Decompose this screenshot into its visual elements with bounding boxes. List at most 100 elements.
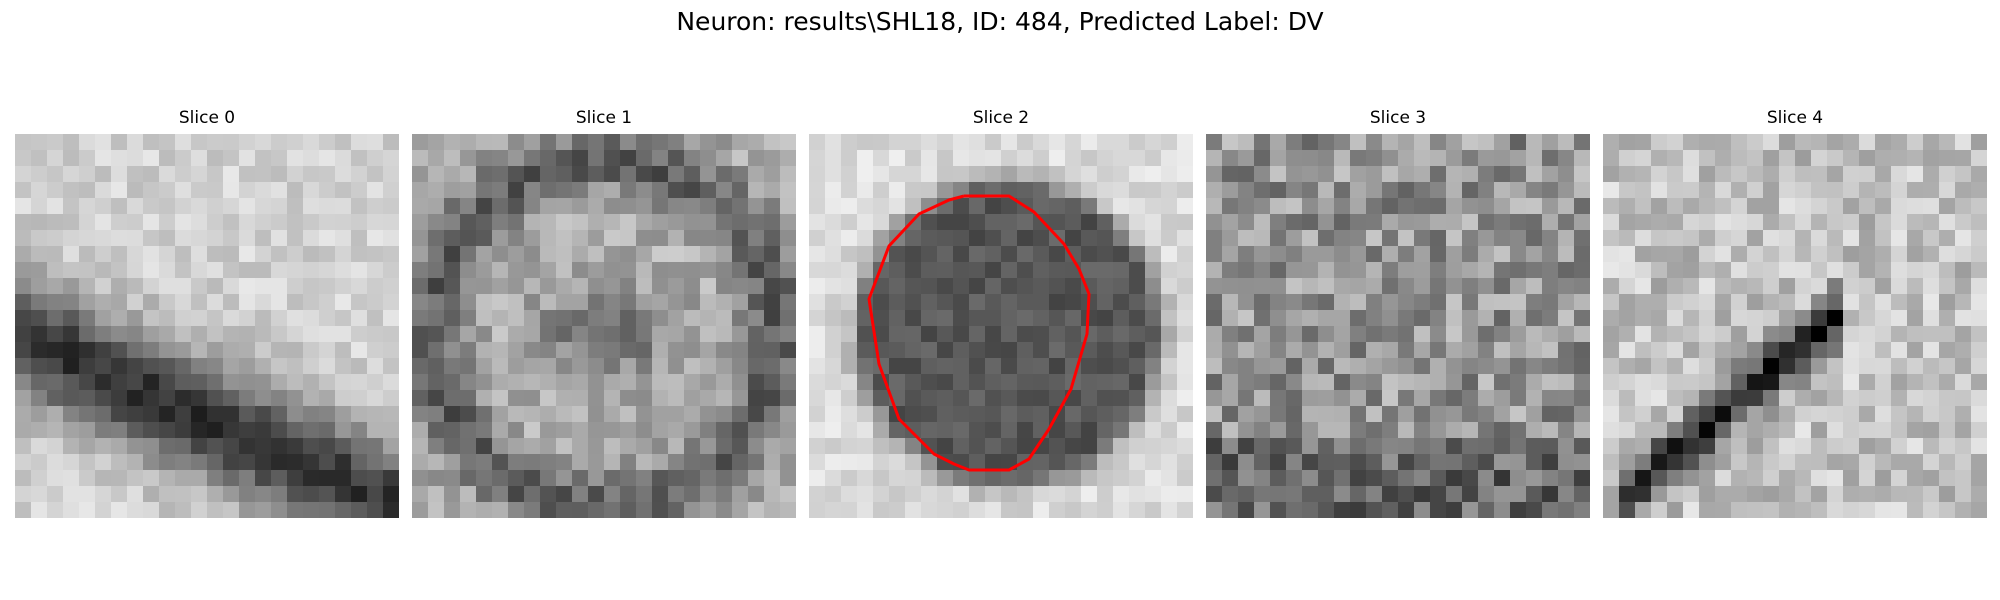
pixel (1971, 310, 1987, 326)
pixel (732, 166, 748, 182)
pixel (444, 438, 460, 454)
pixel (1161, 438, 1177, 454)
pixel (969, 166, 985, 182)
pixel (524, 438, 540, 454)
pixel (1446, 358, 1462, 374)
pixel (1318, 198, 1334, 214)
pixel (1715, 214, 1731, 230)
pixel (1907, 246, 1923, 262)
pixel (732, 454, 748, 470)
pixel (1811, 342, 1827, 358)
pixel (748, 374, 764, 390)
pixel (111, 150, 127, 166)
pixel (1478, 326, 1494, 342)
pixel (303, 470, 319, 486)
pixel (1779, 150, 1795, 166)
pixel (1462, 278, 1478, 294)
pixel (1795, 486, 1811, 502)
pixel (604, 470, 620, 486)
pixel (1145, 374, 1161, 390)
pixel (921, 390, 937, 406)
pixel (1254, 454, 1270, 470)
pixel (857, 438, 873, 454)
pixel (700, 134, 716, 150)
pixel (572, 310, 588, 326)
pixel (1398, 278, 1414, 294)
pixel (1651, 326, 1667, 342)
pixel (1715, 278, 1731, 294)
pixel (1939, 310, 1955, 326)
pixel (1891, 422, 1907, 438)
pixel (1398, 454, 1414, 470)
pixel (780, 470, 796, 486)
pixel (1558, 470, 1574, 486)
pixel (1731, 390, 1747, 406)
pixel (1635, 294, 1651, 310)
pixel (1430, 166, 1446, 182)
pixel (303, 422, 319, 438)
pixel (1699, 326, 1715, 342)
pixel (1430, 406, 1446, 422)
pixel (1334, 230, 1350, 246)
pixel (175, 262, 191, 278)
pixel (905, 438, 921, 454)
pixel (319, 310, 335, 326)
pixel (604, 390, 620, 406)
pixel (1318, 166, 1334, 182)
pixel (1238, 326, 1254, 342)
pixel (1779, 486, 1795, 502)
pixel (684, 326, 700, 342)
pixel (1462, 374, 1478, 390)
pixel (351, 454, 367, 470)
pixel (985, 438, 1001, 454)
pixel (207, 150, 223, 166)
pixel (1619, 422, 1635, 438)
pixel (1462, 230, 1478, 246)
pixel (1382, 342, 1398, 358)
pixel (780, 182, 796, 198)
pixel (31, 438, 47, 454)
pixel (1097, 342, 1113, 358)
pixel (1891, 390, 1907, 406)
pixel (905, 310, 921, 326)
pixel (1603, 166, 1619, 182)
pixel (1302, 246, 1318, 262)
pixel (444, 182, 460, 198)
pixel (351, 326, 367, 342)
pixel (1366, 438, 1382, 454)
pixel (604, 166, 620, 182)
pixel (383, 262, 399, 278)
pixel (1859, 214, 1875, 230)
pixel (604, 502, 620, 518)
pixel (700, 406, 716, 422)
pixel (1254, 422, 1270, 438)
pixel (444, 198, 460, 214)
pixel (1542, 326, 1558, 342)
pixel (223, 230, 239, 246)
pixel (1542, 182, 1558, 198)
pixel (1907, 182, 1923, 198)
pixel (556, 470, 572, 486)
pixel (620, 278, 636, 294)
pixel (239, 374, 255, 390)
pixel (223, 438, 239, 454)
pixel (476, 486, 492, 502)
pixel (556, 262, 572, 278)
pixel (652, 422, 668, 438)
pixel (207, 198, 223, 214)
pixel (1574, 358, 1590, 374)
pixel (1462, 502, 1478, 518)
pixel (1414, 358, 1430, 374)
pixel (1033, 454, 1049, 470)
pixel (1795, 294, 1811, 310)
pixel (748, 342, 764, 358)
pixel (1462, 406, 1478, 422)
pixel (1350, 230, 1366, 246)
pixel (985, 342, 1001, 358)
pixel (1065, 310, 1081, 326)
pixel (1430, 310, 1446, 326)
pixel (700, 166, 716, 182)
pixel (1145, 166, 1161, 182)
pixel (1097, 470, 1113, 486)
pixel (63, 486, 79, 502)
